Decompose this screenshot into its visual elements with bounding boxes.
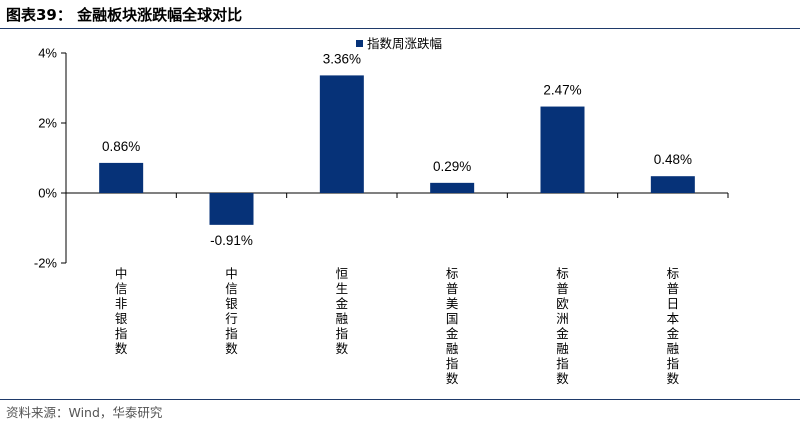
legend-label: 指数周涨跌幅 <box>367 36 442 51</box>
title-rule <box>0 28 800 29</box>
bar <box>650 176 695 193</box>
y-tick-label: 2% <box>38 116 57 131</box>
bar <box>209 193 254 225</box>
y-tick-label: -2% <box>34 256 58 271</box>
plot-area: -2% 0% 2% 4% 0.86% 中信非银指数 -0.91% 中信银行指数 3.36% 恒生金… <box>34 46 729 386</box>
bar <box>319 75 364 193</box>
source-note: 资料来源：Wind，华泰研究 <box>6 405 163 420</box>
data-label: 0.48% <box>654 152 692 167</box>
data-label: 0.86% <box>102 139 140 154</box>
y-tick-label: 4% <box>38 46 57 61</box>
data-label: -0.91% <box>210 233 253 248</box>
data-label: 2.47% <box>543 83 581 98</box>
category-label: 中信银行指数 <box>225 266 238 356</box>
legend-swatch <box>356 40 363 47</box>
bar <box>430 182 475 193</box>
category-label: 中信非银指数 <box>115 266 128 356</box>
bar-chart: 指数周涨跌幅 -2% 0% 2% 4% 0.86% 中信非银指数 -0.91% 中信银行指数 3… <box>34 36 729 386</box>
data-label: 3.36% <box>323 51 361 66</box>
category-label: 标普欧洲金融指数 <box>556 266 569 386</box>
category-label: 标普美国金融指数 <box>446 266 459 386</box>
bar <box>540 106 585 193</box>
category-label: 恒生金融指数 <box>336 266 349 356</box>
figure-title: 图表39： 金融板块涨跌幅全球对比 <box>6 6 243 24</box>
data-label: 0.29% <box>433 159 471 174</box>
source-rule <box>0 399 800 400</box>
y-tick-label: 0% <box>38 186 57 201</box>
category-label: 标普日本金融指数 <box>667 266 680 386</box>
bar <box>99 162 144 193</box>
legend: 指数周涨跌幅 <box>356 36 442 51</box>
